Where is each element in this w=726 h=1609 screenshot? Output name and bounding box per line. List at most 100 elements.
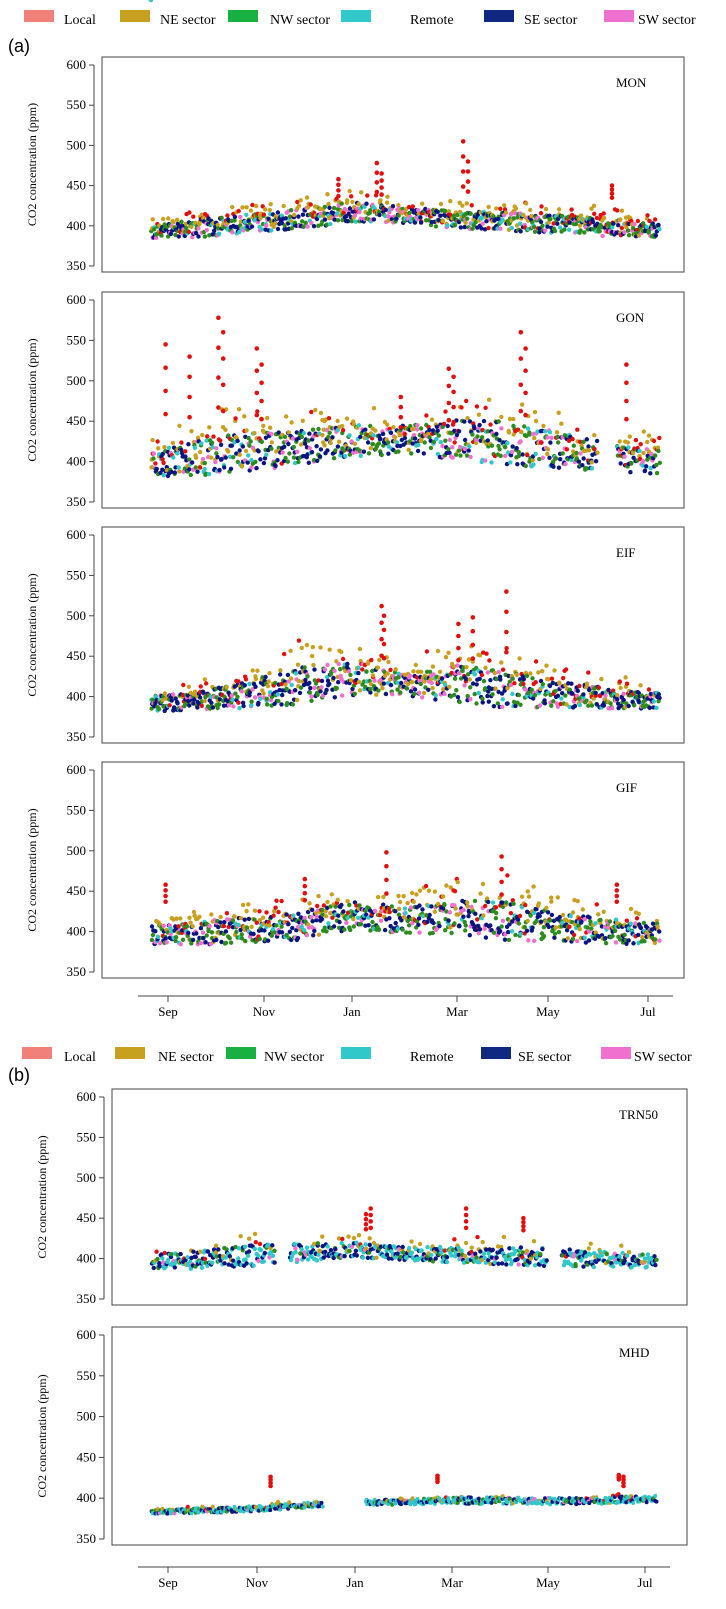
data-point xyxy=(467,933,472,938)
data-point xyxy=(418,215,423,220)
data-point xyxy=(279,702,284,707)
data-point xyxy=(463,928,468,933)
data-point xyxy=(216,702,222,707)
data-point xyxy=(611,221,616,226)
data-point xyxy=(477,653,483,658)
data-point xyxy=(537,230,542,235)
data-point xyxy=(542,429,548,434)
data-point xyxy=(424,649,430,654)
data-point xyxy=(363,1216,369,1222)
data-point xyxy=(499,691,505,696)
data-point xyxy=(180,223,185,229)
data-point xyxy=(243,448,249,454)
plot-frame xyxy=(101,761,685,979)
data-point xyxy=(390,692,395,697)
data-point xyxy=(216,405,221,410)
data-point xyxy=(443,208,448,214)
data-point xyxy=(302,441,308,446)
data-point xyxy=(470,642,476,648)
data-point xyxy=(333,904,338,909)
data-point xyxy=(460,139,466,144)
data-point xyxy=(172,1265,177,1270)
data-point xyxy=(480,1239,485,1245)
data-point xyxy=(228,466,234,471)
data-point xyxy=(273,221,278,226)
data-point xyxy=(589,460,594,465)
data-point xyxy=(459,1248,464,1253)
data-point xyxy=(485,693,490,699)
data-point xyxy=(244,908,249,914)
data-point xyxy=(296,638,302,643)
data-point xyxy=(189,224,194,229)
data-point xyxy=(510,691,515,697)
data-point xyxy=(504,609,509,615)
data-point xyxy=(197,695,203,700)
data-point xyxy=(199,1265,205,1271)
data-point xyxy=(391,425,396,430)
data-point xyxy=(533,659,539,664)
data-point xyxy=(176,223,182,228)
data-point xyxy=(181,682,186,688)
data-point xyxy=(519,429,524,435)
data-point xyxy=(451,374,456,380)
data-point xyxy=(298,685,304,690)
data-point xyxy=(530,457,535,463)
data-point xyxy=(237,705,242,711)
data-point xyxy=(517,913,523,919)
data-point xyxy=(214,451,219,456)
data-point xyxy=(251,1263,256,1268)
data-point xyxy=(269,933,274,938)
data-point xyxy=(246,219,251,224)
data-point xyxy=(328,221,333,227)
data-point xyxy=(162,1250,167,1256)
data-point xyxy=(368,446,373,451)
data-point xyxy=(591,203,597,208)
data-point xyxy=(166,216,171,221)
data-point xyxy=(581,692,586,697)
data-point xyxy=(249,224,255,229)
data-point xyxy=(408,905,414,910)
data-point xyxy=(577,216,582,222)
data-point xyxy=(178,1251,183,1257)
data-point xyxy=(386,451,391,456)
data-point xyxy=(279,924,284,929)
data-point xyxy=(508,911,514,916)
data-point xyxy=(202,466,207,472)
data-point xyxy=(565,936,570,941)
data-point xyxy=(339,902,344,908)
data-point xyxy=(261,212,267,217)
y-tick-label: 500 xyxy=(67,843,87,858)
data-point xyxy=(161,460,166,466)
data-point xyxy=(195,435,201,440)
data-point xyxy=(336,913,341,918)
data-point xyxy=(532,1263,538,1268)
data-point xyxy=(374,1255,379,1260)
data-point xyxy=(499,660,504,665)
data-point xyxy=(552,931,558,936)
data-point xyxy=(178,916,183,921)
data-point xyxy=(631,226,636,231)
data-point xyxy=(521,1224,526,1229)
data-point xyxy=(470,681,476,686)
data-point xyxy=(326,416,332,421)
data-point xyxy=(500,217,505,222)
data-point xyxy=(369,657,374,663)
data-point xyxy=(397,906,402,912)
data-point xyxy=(335,418,340,424)
data-point xyxy=(625,440,630,445)
data-point xyxy=(551,459,556,464)
data-point xyxy=(238,927,243,933)
data-point xyxy=(530,925,535,930)
data-point xyxy=(564,447,570,452)
data-point xyxy=(452,428,457,433)
y-tick-label: 550 xyxy=(67,802,87,817)
data-point xyxy=(345,219,351,224)
data-point xyxy=(179,447,184,452)
data-point xyxy=(539,440,544,445)
data-point xyxy=(356,670,361,676)
data-point xyxy=(578,228,583,233)
data-point xyxy=(521,677,526,682)
data-point xyxy=(495,701,500,706)
data-point xyxy=(510,676,515,681)
data-point xyxy=(475,1234,480,1240)
